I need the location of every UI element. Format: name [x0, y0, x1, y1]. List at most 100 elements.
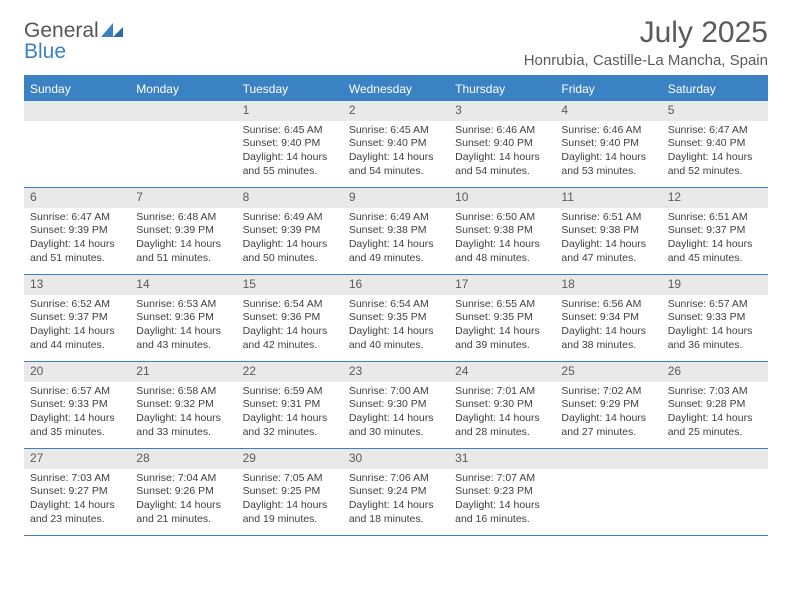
day-body: Sunrise: 6:51 AMSunset: 9:38 PMDaylight:… [555, 208, 661, 270]
sunrise-text: Sunrise: 6:54 AM [243, 298, 337, 312]
daylight-text-1: Daylight: 14 hours [243, 151, 337, 165]
day-number: 10 [449, 188, 555, 208]
day-body: Sunrise: 6:55 AMSunset: 9:35 PMDaylight:… [449, 295, 555, 357]
day-number: 8 [237, 188, 343, 208]
day-number: 26 [662, 362, 768, 382]
day-number: 19 [662, 275, 768, 295]
sunset-text: Sunset: 9:23 PM [455, 485, 549, 499]
daylight-text-1: Daylight: 14 hours [455, 151, 549, 165]
daylight-text-2: and 33 minutes. [136, 426, 230, 440]
day-number: 18 [555, 275, 661, 295]
day-body: Sunrise: 7:05 AMSunset: 9:25 PMDaylight:… [237, 469, 343, 531]
daylight-text-1: Daylight: 14 hours [561, 151, 655, 165]
sunset-text: Sunset: 9:31 PM [243, 398, 337, 412]
sunset-text: Sunset: 9:25 PM [243, 485, 337, 499]
sunset-text: Sunset: 9:37 PM [30, 311, 124, 325]
day-number [130, 101, 236, 121]
daylight-text-2: and 19 minutes. [243, 513, 337, 527]
daylight-text-1: Daylight: 14 hours [561, 325, 655, 339]
day-cell: 10 Sunrise: 6:50 AMSunset: 9:38 PMDayligh… [449, 188, 555, 274]
day-body: Sunrise: 6:45 AMSunset: 9:40 PMDaylight:… [343, 121, 449, 183]
daylight-text-1: Daylight: 14 hours [349, 238, 443, 252]
day-body: Sunrise: 6:46 AMSunset: 9:40 PMDaylight:… [449, 121, 555, 183]
daylight-text-1: Daylight: 14 hours [30, 325, 124, 339]
day-cell: 13Sunrise: 6:52 AMSunset: 9:37 PMDayligh… [24, 275, 130, 361]
day-number: 14 [130, 275, 236, 295]
sunrise-text: Sunrise: 7:03 AM [668, 385, 762, 399]
daylight-text-1: Daylight: 14 hours [455, 325, 549, 339]
day-cell: 20Sunrise: 6:57 AMSunset: 9:33 PMDayligh… [24, 362, 130, 448]
day-body: Sunrise: 7:00 AMSunset: 9:30 PMDaylight:… [343, 382, 449, 444]
empty-cell [662, 449, 768, 535]
sunset-text: Sunset: 9:40 PM [243, 137, 337, 151]
daylight-text-1: Daylight: 14 hours [668, 151, 762, 165]
day-body: Sunrise: 6:48 AMSunset: 9:39 PMDaylight:… [130, 208, 236, 270]
day-number: 3 [449, 101, 555, 121]
logo: General Blue [24, 16, 123, 62]
daylight-text-1: Daylight: 14 hours [349, 325, 443, 339]
daylight-text-2: and 51 minutes. [136, 252, 230, 266]
day-number: 9 [343, 188, 449, 208]
sunrise-text: Sunrise: 6:45 AM [349, 124, 443, 138]
day-body: Sunrise: 7:03 AMSunset: 9:27 PMDaylight:… [24, 469, 130, 531]
sunrise-text: Sunrise: 6:58 AM [136, 385, 230, 399]
daylight-text-1: Daylight: 14 hours [136, 325, 230, 339]
day-number: 30 [343, 449, 449, 469]
sunset-text: Sunset: 9:40 PM [561, 137, 655, 151]
daylight-text-1: Daylight: 14 hours [668, 238, 762, 252]
sunrise-text: Sunrise: 7:07 AM [455, 472, 549, 486]
day-cell: 25Sunrise: 7:02 AMSunset: 9:29 PMDayligh… [555, 362, 661, 448]
daylight-text-1: Daylight: 14 hours [30, 412, 124, 426]
daylight-text-2: and 38 minutes. [561, 339, 655, 353]
day-body: Sunrise: 7:03 AMSunset: 9:28 PMDaylight:… [662, 382, 768, 444]
day-cell: 26Sunrise: 7:03 AMSunset: 9:28 PMDayligh… [662, 362, 768, 448]
day-body: Sunrise: 6:47 AMSunset: 9:40 PMDaylight:… [662, 121, 768, 183]
day-cell: 27Sunrise: 7:03 AMSunset: 9:27 PMDayligh… [24, 449, 130, 535]
daylight-text-2: and 32 minutes. [243, 426, 337, 440]
sunrise-text: Sunrise: 6:50 AM [455, 211, 549, 225]
day-cell: 21Sunrise: 6:58 AMSunset: 9:32 PMDayligh… [130, 362, 236, 448]
daylight-text-2: and 18 minutes. [349, 513, 443, 527]
week-row: 27Sunrise: 7:03 AMSunset: 9:27 PMDayligh… [24, 449, 768, 536]
daylight-text-1: Daylight: 14 hours [668, 325, 762, 339]
day-number: 6 [24, 188, 130, 208]
daylight-text-2: and 21 minutes. [136, 513, 230, 527]
day-cell: 4Sunrise: 6:46 AMSunset: 9:40 PMDaylight… [555, 101, 661, 187]
daylight-text-2: and 40 minutes. [349, 339, 443, 353]
sunrise-text: Sunrise: 6:57 AM [668, 298, 762, 312]
day-cell: 2Sunrise: 6:45 AMSunset: 9:40 PMDaylight… [343, 101, 449, 187]
daylight-text-2: and 28 minutes. [455, 426, 549, 440]
day-body: Sunrise: 6:54 AMSunset: 9:36 PMDaylight:… [237, 295, 343, 357]
empty-cell [130, 101, 236, 187]
sunrise-text: Sunrise: 6:45 AM [243, 124, 337, 138]
daylight-text-2: and 45 minutes. [668, 252, 762, 266]
sunrise-text: Sunrise: 7:05 AM [243, 472, 337, 486]
sunset-text: Sunset: 9:39 PM [136, 224, 230, 238]
daylight-text-1: Daylight: 14 hours [455, 412, 549, 426]
daylight-text-1: Daylight: 14 hours [455, 238, 549, 252]
day-cell: 8Sunrise: 6:49 AMSunset: 9:39 PMDaylight… [237, 188, 343, 274]
sunset-text: Sunset: 9:36 PM [243, 311, 337, 325]
sunset-text: Sunset: 9:30 PM [349, 398, 443, 412]
day-body: Sunrise: 6:57 AMSunset: 9:33 PMDaylight:… [662, 295, 768, 357]
sunset-text: Sunset: 9:38 PM [349, 224, 443, 238]
day-number [555, 449, 661, 469]
day-number: 25 [555, 362, 661, 382]
sunset-text: Sunset: 9:37 PM [668, 224, 762, 238]
day-body: Sunrise: 6:58 AMSunset: 9:32 PMDaylight:… [130, 382, 236, 444]
sunrise-text: Sunrise: 6:46 AM [561, 124, 655, 138]
daylight-text-2: and 49 minutes. [349, 252, 443, 266]
daylight-text-2: and 54 minutes. [455, 165, 549, 179]
day-number: 5 [662, 101, 768, 121]
sunset-text: Sunset: 9:40 PM [668, 137, 762, 151]
weeks-container: 1Sunrise: 6:45 AMSunset: 9:40 PMDaylight… [24, 101, 768, 536]
day-body: Sunrise: 6:47 AMSunset: 9:39 PMDaylight:… [24, 208, 130, 270]
daylight-text-2: and 23 minutes. [30, 513, 124, 527]
header: General Blue July 2025 Honrubia, Castill… [24, 16, 768, 69]
weekday-header: Friday [555, 77, 661, 101]
week-row: 13Sunrise: 6:52 AMSunset: 9:37 PMDayligh… [24, 275, 768, 362]
daylight-text-1: Daylight: 14 hours [349, 499, 443, 513]
daylight-text-2: and 36 minutes. [668, 339, 762, 353]
sunset-text: Sunset: 9:38 PM [455, 224, 549, 238]
daylight-text-2: and 54 minutes. [349, 165, 443, 179]
